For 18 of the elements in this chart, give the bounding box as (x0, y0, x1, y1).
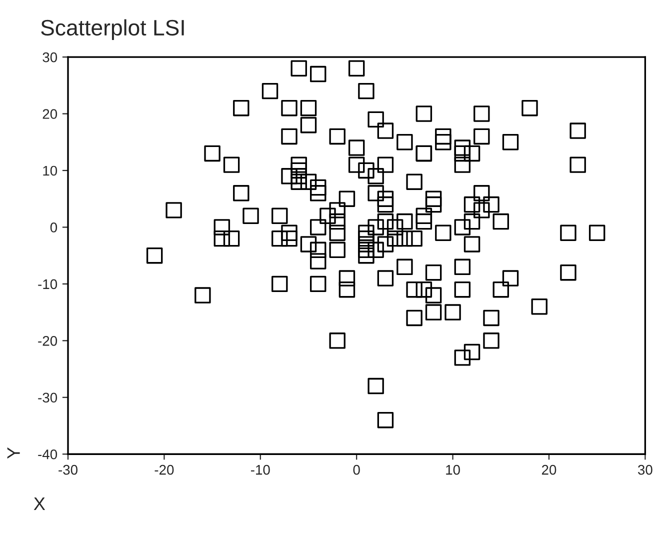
x-tick-label: -10 (250, 464, 270, 475)
x-tick-label: 20 (542, 464, 556, 475)
y-axis-title: Y (7, 447, 20, 459)
x-tick-label: 0 (353, 464, 360, 475)
y-tick-label: -40 (38, 449, 58, 460)
chart-title: Scatterplot LSI (41, 19, 184, 40)
y-tick-label: -10 (38, 279, 58, 290)
x-tick-label: 10 (446, 464, 460, 475)
y-tick-label: 30 (42, 52, 58, 62)
y-tick-label: 20 (42, 109, 58, 119)
y-tick-label: 10 (43, 166, 58, 176)
x-tick-label: 30 (638, 464, 652, 475)
y-tick-label: 0 (50, 222, 58, 232)
x-axis-title: X (34, 498, 46, 510)
x-tick-label: -20 (154, 464, 174, 475)
x-tick-label: -30 (58, 464, 78, 475)
y-tick-label: -20 (38, 336, 58, 346)
y-tick-label: -30 (38, 392, 58, 403)
